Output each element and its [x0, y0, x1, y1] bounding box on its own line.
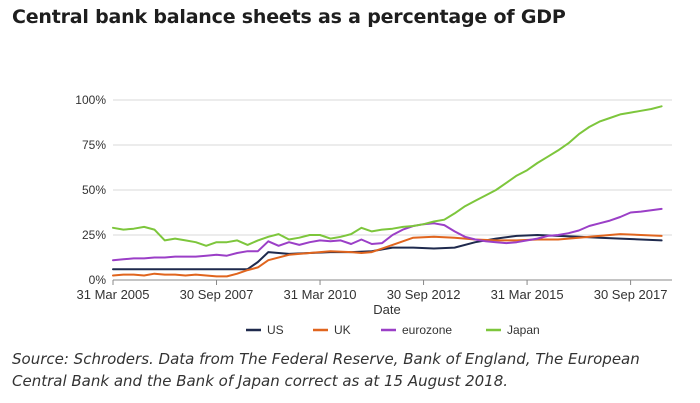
x-tick-label: 31 Mar 2015 — [491, 287, 564, 302]
y-tick-label: 0% — [89, 273, 107, 287]
gridlines — [113, 99, 672, 236]
line-chart: 0%25%50%75%100% 31 Mar 2005 30 Sep 2007 31… — [75, 93, 672, 337]
x-tick-label: 30 Sep 2012 — [387, 287, 461, 302]
legend-label-us: US — [267, 323, 284, 337]
x-axis-label: Date — [373, 302, 400, 317]
y-tick-label: 25% — [82, 228, 106, 242]
legend: US UK eurozone Japan — [246, 323, 540, 337]
x-tick-label: 30 Sep 2007 — [180, 287, 254, 302]
x-axis: 31 Mar 2005 30 Sep 2007 31 Mar 2010 30 Sep … — [77, 279, 672, 302]
series-line-japan — [112, 105, 663, 247]
series-line-eurozone — [112, 207, 663, 262]
y-axis-tick-labels: 0% 25% 50% 75% 100% — [75, 93, 106, 287]
y-tick-label: 75% — [82, 138, 106, 152]
y-tick-label: 100% — [75, 93, 106, 107]
chart-title: Central bank balance sheets as a percent… — [12, 6, 566, 28]
legend-label-eurozone: eurozone — [402, 323, 452, 337]
series-lines — [112, 105, 663, 278]
series-line-us — [112, 234, 663, 271]
series-line-uk — [112, 233, 663, 278]
legend-label-uk: UK — [334, 323, 351, 337]
x-tick-label: 31 Mar 2005 — [77, 287, 150, 302]
legend-label-japan: Japan — [507, 323, 540, 337]
x-tick-label: 31 Mar 2010 — [284, 287, 357, 302]
source-note: Source: Schroders. Data from The Federal… — [12, 350, 640, 390]
y-tick-label: 50% — [82, 183, 106, 197]
x-tick-label: 30 Sep 2017 — [594, 287, 668, 302]
